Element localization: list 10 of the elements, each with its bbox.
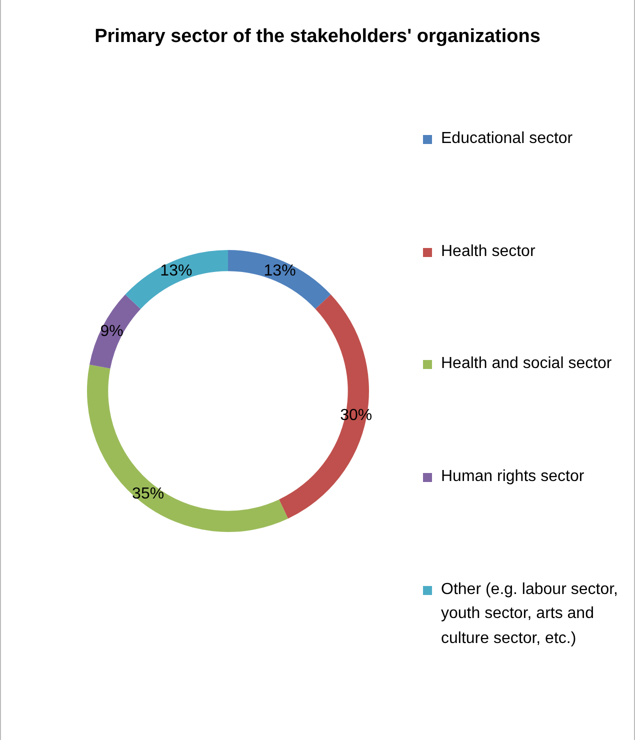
legend-label: Health sector — [441, 242, 536, 262]
chart-title: Primary sector of the stakeholders' organizations — [94, 26, 542, 48]
legend-label: Human rights sector — [441, 467, 586, 488]
data-label: 13% — [160, 262, 192, 280]
legend-label: Health and social sector — [441, 354, 613, 374]
data-label: 9% — [100, 323, 124, 340]
data-label: 35% — [132, 485, 164, 502]
legend-label: Other (e.g. labour sector, youth sector, arts and culture sector, etc.) — [441, 580, 619, 649]
legend-label: Educational sector — [441, 129, 574, 149]
data-label: 13% — [264, 262, 296, 280]
